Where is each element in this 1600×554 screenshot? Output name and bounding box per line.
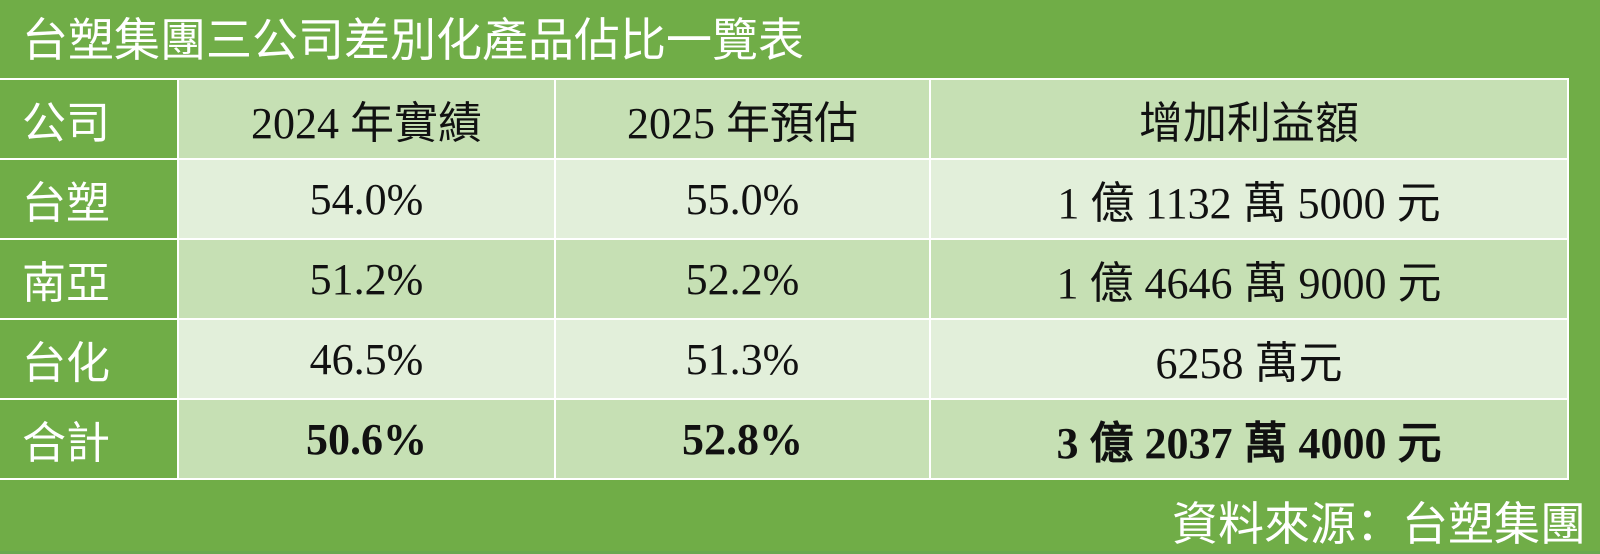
table-cell: 2025 年預估 [554, 78, 931, 160]
table-row: 台塑 54.0% 55.0% 1 億 1132 萬 5000 元 [0, 158, 1569, 240]
table-cell: 1 億 1132 萬 5000 元 [929, 158, 1569, 240]
source-note: 資料來源：台塑集團 [1172, 499, 1586, 550]
table-cell: 54.0% [177, 158, 556, 240]
row-label: 台化 [0, 318, 179, 400]
row-label: 合計 [0, 398, 179, 480]
row-label: 公司 [0, 78, 179, 160]
table-cell: 51.3% [554, 318, 931, 400]
table-row: 台化 46.5% 51.3% 6258 萬元 [0, 318, 1569, 400]
table-cell: 6258 萬元 [929, 318, 1569, 400]
table-body: 公司 2024 年實績 2025 年預估 增加利益額 台塑 54.0% 55.0% 1 億 1… [0, 78, 1569, 480]
table-row: 合計 50.6% 52.8% 3 億 2037 萬 4000 元 [0, 398, 1569, 480]
title: 台塑集團三公司差別化產品佔比一覽表 [22, 15, 804, 66]
table-cell: 55.0% [554, 158, 931, 240]
table-row: 公司 2024 年實績 2025 年預估 增加利益額 [0, 78, 1569, 160]
table-cell: 2024 年實績 [177, 78, 556, 160]
table-cell: 52.8% [554, 398, 931, 480]
table-cell: 3 億 2037 萬 4000 元 [929, 398, 1569, 480]
table-cell: 52.2% [554, 238, 931, 320]
table-cell: 46.5% [177, 318, 556, 400]
table: 公司 2024 年實績 2025 年預估 增加利益額 台塑 54.0% 55.0% 1 億 1… [0, 78, 1569, 480]
row-label: 南亞 [0, 238, 179, 320]
table-cell: 1 億 4646 萬 9000 元 [929, 238, 1569, 320]
row-label: 台塑 [0, 158, 179, 240]
table-row: 南亞 51.2% 52.2% 1 億 4646 萬 9000 元 [0, 238, 1569, 320]
table-cell: 50.6% [177, 398, 556, 480]
table-cell: 51.2% [177, 238, 556, 320]
table-cell: 增加利益額 [929, 78, 1569, 160]
